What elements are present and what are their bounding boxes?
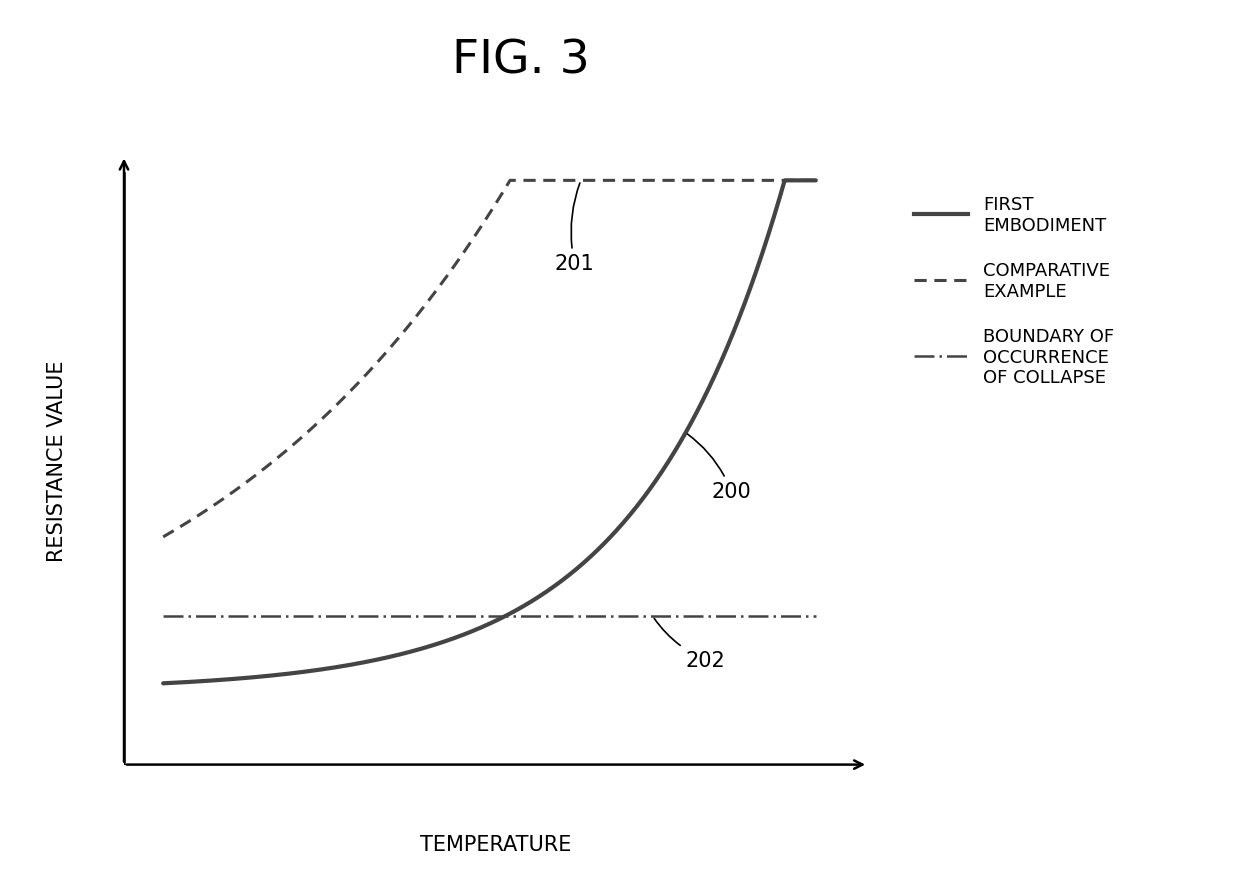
Legend: FIRST
EMBODIMENT, COMPARATIVE
EXAMPLE, BOUNDARY OF
OCCURRENCE
OF COLLAPSE: FIRST EMBODIMENT, COMPARATIVE EXAMPLE, B… <box>914 196 1114 387</box>
Text: 202: 202 <box>655 619 725 670</box>
Text: FIG. 3: FIG. 3 <box>451 38 590 83</box>
Text: RESISTANCE VALUE: RESISTANCE VALUE <box>47 360 67 561</box>
Text: 200: 200 <box>687 434 751 501</box>
Text: 201: 201 <box>554 183 594 274</box>
Text: TEMPERATURE: TEMPERATURE <box>420 834 572 853</box>
